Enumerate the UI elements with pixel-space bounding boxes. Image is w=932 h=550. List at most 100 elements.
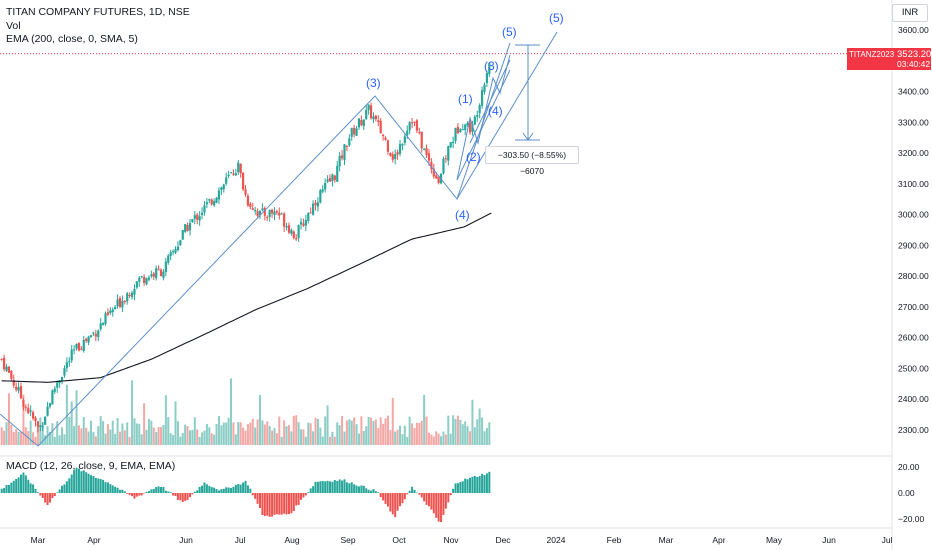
macd-hist-bar (353, 484, 356, 493)
volume-bar (435, 431, 438, 445)
macd-hist-bar (106, 482, 109, 493)
candle-body (454, 127, 457, 142)
symbol-title[interactable]: TITAN COMPANY FUTURES, 1D, NSE (6, 6, 190, 18)
volume-bar (150, 420, 153, 445)
wave-drawings[interactable] (0, 31, 558, 447)
wave-labels: (3) (4) (5) (1) (2) (3) (4) (5) (366, 11, 564, 222)
volume-bar (488, 422, 491, 445)
candle-body (480, 90, 484, 106)
volume-bar (85, 427, 88, 445)
currency-selector[interactable]: INR (892, 4, 928, 22)
candle-body (340, 155, 344, 159)
candle-body (403, 136, 406, 143)
macd-hist-bar (394, 493, 397, 518)
volume-bar (408, 416, 411, 445)
candle-body (408, 122, 411, 131)
candle-body (145, 278, 148, 285)
candle-body (44, 416, 47, 425)
candle-body (290, 229, 293, 234)
macd-hist-bar (343, 479, 346, 493)
volume-bar (406, 436, 409, 445)
candle-body (191, 219, 194, 223)
candle-body (326, 179, 329, 182)
measure-label: −303.50 (−8.55%) −6070 (485, 146, 579, 176)
volume-bar (430, 434, 433, 445)
macd-hist-bar (312, 486, 315, 493)
macd-hist-bar (196, 490, 199, 493)
volume-bar (184, 424, 187, 445)
price-axis[interactable]: 3600.003500.003400.003300.003200.003100.… (898, 25, 929, 435)
macd-hist-bar (77, 468, 80, 493)
candle-body (210, 199, 213, 205)
candle-body (461, 129, 464, 131)
macd-hist-bar (131, 493, 134, 497)
macd-hist-bar (423, 493, 426, 502)
candle-body (418, 132, 421, 134)
candle-body (242, 172, 245, 190)
candle-body (345, 146, 349, 148)
volume-bar (70, 401, 73, 445)
volume-bar (314, 417, 317, 445)
macd-hist-bar (430, 493, 433, 510)
candle-body (343, 144, 346, 160)
volume-bar (471, 399, 474, 445)
macd-hist-bar (34, 488, 37, 493)
macd-hist-bar (237, 484, 240, 493)
candle-body (34, 417, 37, 422)
volume-bar (326, 405, 329, 445)
candle-body (36, 421, 40, 427)
candle-body (126, 293, 129, 302)
volume-bar (403, 425, 406, 445)
volume-bar (90, 420, 93, 445)
candle-body (116, 299, 119, 307)
volume-bar (193, 417, 196, 445)
candle-body (283, 213, 286, 227)
volume-bar (278, 416, 281, 445)
volume-bar (15, 429, 18, 445)
volume-bar (232, 422, 235, 445)
macd-hist-bar (160, 487, 163, 493)
volume-bar (456, 415, 459, 445)
time-axis[interactable]: Mar Apr Jun Jul Aug Sep Oct Nov Dec 2024 Feb Mar Apr… (31, 535, 893, 545)
macd-hist-bar (75, 467, 78, 493)
ema-indicator-label[interactable]: EMA (200, close, 0, SMA, 5) (6, 33, 138, 45)
time-axis-tick: 2024 (547, 535, 566, 545)
candle-body (174, 249, 177, 253)
candle-body (106, 312, 110, 315)
macd-hist-bar (271, 493, 274, 517)
volume-bar (164, 395, 167, 445)
candle-body (338, 155, 341, 167)
macd-hist-bar (22, 472, 25, 493)
volume-bar (280, 436, 283, 445)
macd-hist-bar (123, 491, 126, 493)
vol-indicator-label[interactable]: Vol (6, 19, 21, 32)
volume-bar (263, 424, 266, 445)
volume-bar (201, 432, 204, 445)
macd-hist-bar (48, 493, 51, 503)
candle-body (382, 134, 385, 137)
price-axis-tick: 3200.00 (898, 148, 929, 158)
macd-hist-bar (297, 493, 300, 505)
candle-body (331, 174, 334, 182)
macd-hist-bar (444, 493, 447, 509)
candle-body (29, 410, 32, 412)
candle-body (360, 120, 363, 126)
macd-hist-bar (162, 486, 165, 493)
volume-bar (350, 420, 353, 445)
volume-bar (478, 408, 481, 445)
candle-body (258, 210, 262, 216)
macd-hist-bar (44, 493, 47, 503)
candle-body (483, 84, 486, 92)
macd-indicator-label[interactable]: MACD (12, 26, close, 9, EMA, EMA) (6, 460, 176, 472)
macd-hist-bar (263, 493, 266, 516)
time-axis-tick: Jul (235, 535, 246, 545)
candle-body (299, 221, 303, 225)
volume-bar (362, 430, 365, 445)
candle-body (425, 148, 428, 155)
candle-body (254, 210, 257, 212)
macd-hist-bar (46, 493, 49, 506)
macd-hist-bar (133, 493, 136, 499)
macd-hist-bar (413, 489, 416, 493)
macd-axis[interactable]: 20.00 0.00 −20.00 (898, 462, 925, 524)
